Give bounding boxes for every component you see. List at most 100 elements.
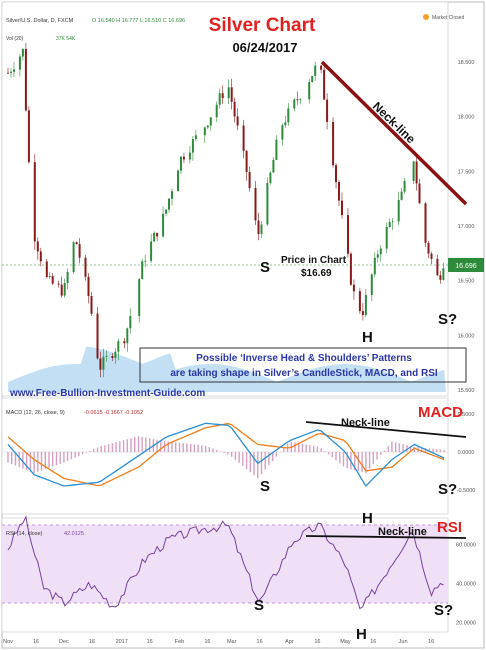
note-line-2: are taking shape in Silver’s CandleStick… [170, 368, 438, 379]
volume-area-path [8, 346, 446, 392]
candle-body [257, 220, 260, 234]
shoulder-right-label: S? [438, 311, 457, 328]
rsi-shoulder-left: S [254, 597, 264, 614]
x-tick-label: Mar [227, 639, 237, 645]
candle-body [177, 170, 179, 192]
macd-hist-bar [253, 452, 255, 476]
x-tick-label: 16 [257, 639, 263, 645]
candle-body [242, 125, 245, 151]
macd-hist-bar [186, 443, 188, 452]
macd-hist-bar [197, 444, 199, 452]
candle-body [114, 351, 117, 358]
candle-body [326, 99, 329, 122]
macd-hist-bar [305, 444, 307, 452]
price-tick-label: 15.500 [458, 388, 475, 394]
macd-neckline [305, 421, 467, 438]
macd-lines [7, 422, 445, 488]
x-tick-label: Nov [3, 639, 13, 645]
candle-body [364, 295, 367, 315]
candle-body [66, 272, 69, 283]
macd-hist-bar [387, 446, 389, 452]
macd-hist-bar [145, 437, 147, 452]
candle-body [314, 65, 317, 76]
candle-body [269, 172, 272, 184]
candle-body [209, 117, 212, 126]
candle-body [338, 182, 340, 201]
candle-body [397, 199, 400, 222]
macd-hist-bar [409, 445, 412, 452]
x-tick-label: 16 [204, 639, 210, 645]
candle-body [311, 76, 314, 82]
macd-hist-bar [93, 449, 95, 452]
macd-hist-bar [201, 445, 203, 452]
macd-hist-bar [137, 436, 140, 452]
macd-hist-bar [298, 443, 300, 452]
candle-body [129, 316, 132, 329]
x-tick-label: Jun [399, 639, 408, 645]
candle-body [33, 162, 36, 242]
note-box [139, 347, 467, 383]
candle-body [284, 122, 287, 126]
x-tick-label: May [340, 639, 351, 645]
macd-hist-bar [25, 452, 28, 471]
macd-hist-bar [204, 445, 207, 452]
rsi-line-group [7, 515, 444, 610]
price-panel [1, 1, 449, 397]
macd-hist-bar [406, 444, 408, 452]
x-tick-label: 16 [33, 639, 39, 645]
symbol-line: Silver/U.S. Dollar, D, FXCM [6, 18, 74, 24]
macd-hist-bar [249, 452, 251, 473]
macd-hist-bar [18, 452, 20, 468]
rsi-axis: 60.0000 40.0000 20.0000 [456, 543, 476, 627]
macd-hist-bar [324, 451, 326, 452]
macd-hist-bar [156, 439, 158, 452]
macd-axis: 0.5000 0.0000 -0.5000 [457, 412, 476, 494]
macd-hist-bar [70, 452, 73, 460]
macd-hist-bar [14, 452, 17, 466]
candle-body [24, 48, 27, 111]
candle-body [165, 209, 168, 214]
x-tick-label: 16 [314, 639, 320, 645]
website-label: www.Free-Bullion-Investment-Guide.com [9, 388, 205, 399]
price-tick-label: 17.500 [458, 169, 475, 175]
macd-hist-bar [78, 452, 80, 456]
candle-body [102, 356, 105, 370]
macd-hist-bar [391, 441, 393, 452]
candle-body [233, 101, 236, 117]
macd-hist-bar [89, 450, 91, 452]
candle-body [168, 198, 170, 210]
macd-tick-label: 0.0000 [458, 450, 475, 456]
rsi-title: RSI [437, 519, 462, 536]
macd-hist-bar [402, 444, 404, 452]
candle-body [320, 65, 323, 70]
candle-body [379, 248, 382, 255]
candle-body [370, 274, 373, 295]
head-label: H [362, 329, 373, 346]
macd-hist-bar [141, 436, 143, 452]
x-tick-label: Feb [175, 639, 184, 645]
candle-body [221, 93, 224, 99]
macd-hist-bar [107, 444, 110, 452]
candle-body [335, 165, 337, 183]
macd-hist-bar [331, 452, 333, 458]
candle-body [96, 313, 99, 359]
macd-header-label: MACD (12, 26, close, 9) [6, 410, 65, 416]
macd-hist-bar [428, 448, 430, 452]
macd-hist-bar [74, 452, 76, 458]
macd-hist-bar [368, 452, 371, 469]
candle-body [281, 125, 284, 140]
macd-hist-bar [242, 452, 244, 466]
x-tick-label: 2017 [116, 639, 128, 645]
candle-body [138, 279, 141, 316]
last-price-value: 16.696 [455, 263, 477, 270]
price-axis: 18.500 18.000 17.500 17.000 16.500 16.000 15.5… [458, 60, 475, 394]
macd-hist-bar [66, 452, 69, 461]
macd-hist-bar [167, 441, 169, 452]
x-axis: Nov 16 Dec 16 2017 16 Feb 16 Mar 16 Apr 16 May 16 Jun 1… [3, 639, 434, 645]
candle-body [403, 181, 406, 192]
candle-body [182, 156, 185, 160]
candle-body [349, 253, 352, 285]
candle-body [427, 242, 430, 254]
macd-hist-bar [342, 452, 345, 467]
